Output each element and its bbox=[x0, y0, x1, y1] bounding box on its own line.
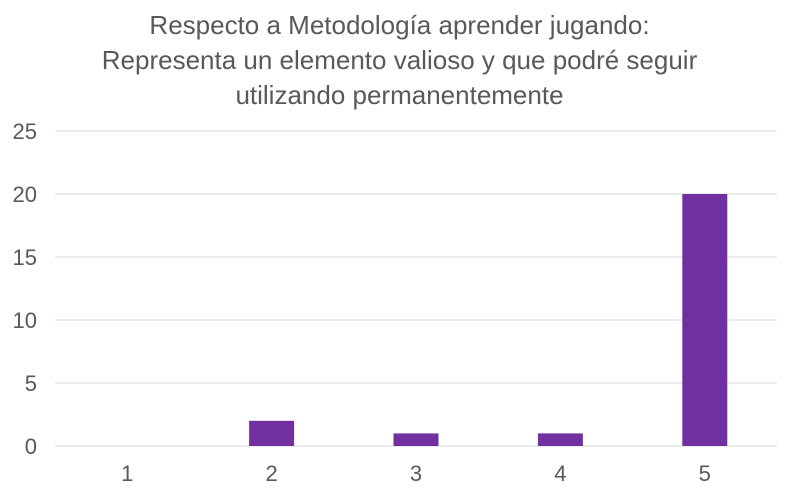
bar-4 bbox=[537, 433, 583, 446]
chart-title-line-2: Representa un elemento valioso y que pod… bbox=[101, 45, 698, 75]
gridlines bbox=[55, 130, 777, 447]
bar-3 bbox=[393, 433, 439, 446]
bar-2 bbox=[249, 420, 295, 446]
y-tick-label: 5 bbox=[25, 371, 37, 396]
y-tick-label: 0 bbox=[25, 434, 37, 459]
x-tick-label: 1 bbox=[121, 461, 133, 486]
bars bbox=[249, 194, 728, 446]
y-tick-label: 25 bbox=[13, 119, 37, 144]
x-axis: 1 2 3 4 5 bbox=[121, 461, 711, 486]
y-axis: 0 5 10 15 20 25 bbox=[13, 119, 37, 459]
bar-5 bbox=[682, 194, 728, 446]
y-tick-label: 10 bbox=[13, 308, 37, 333]
chart-title-line-3: utilizando permanentemente bbox=[235, 80, 564, 110]
x-tick-label: 4 bbox=[554, 461, 566, 486]
x-tick-label: 3 bbox=[410, 461, 422, 486]
chart-title-line-1: Respecto a Metodología aprender jugando: bbox=[149, 10, 650, 40]
chart-title: Respecto a Metodología aprender jugando:… bbox=[0, 8, 799, 113]
x-tick-label: 2 bbox=[265, 461, 277, 486]
y-tick-label: 15 bbox=[13, 245, 37, 270]
y-tick-label: 20 bbox=[13, 182, 37, 207]
x-tick-label: 5 bbox=[699, 461, 711, 486]
